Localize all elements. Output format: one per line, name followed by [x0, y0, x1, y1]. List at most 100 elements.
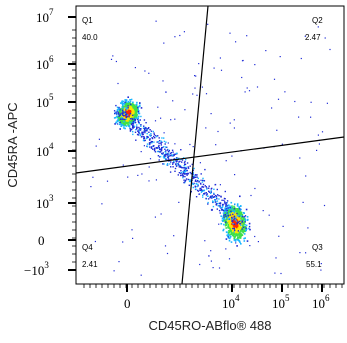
event-dot — [179, 34, 181, 37]
event-dot — [227, 204, 230, 206]
event-dot — [144, 128, 146, 131]
event-dot — [166, 146, 168, 148]
event-dot — [120, 123, 123, 126]
event-dot — [183, 169, 185, 172]
event-dot — [133, 106, 135, 108]
event-dot — [132, 119, 135, 122]
event-dot — [125, 111, 128, 113]
event-dot — [234, 221, 237, 223]
event-dot — [233, 223, 236, 225]
event-dot — [236, 245, 238, 247]
event-dot — [135, 109, 138, 112]
event-dot — [135, 104, 137, 106]
event-dot — [95, 145, 97, 147]
event-dot — [130, 114, 132, 117]
event-dot — [201, 181, 204, 183]
event-dot — [150, 132, 152, 135]
event-dot — [242, 224, 244, 226]
event-dot — [225, 221, 228, 224]
event-dot — [257, 241, 259, 243]
event-dot — [239, 219, 242, 221]
event-dot — [180, 170, 182, 172]
event-dot — [235, 213, 237, 216]
event-dot — [238, 220, 240, 222]
event-dot — [160, 140, 162, 142]
event-dot — [215, 201, 217, 203]
event-dot — [234, 174, 236, 176]
event-dot — [125, 101, 127, 103]
event-dot — [320, 263, 322, 265]
event-dot — [222, 220, 224, 222]
y-tick-label: 105 — [36, 92, 54, 110]
event-dot — [124, 123, 126, 125]
event-dot — [145, 129, 148, 131]
event-dot — [221, 199, 223, 201]
event-dot — [219, 212, 221, 214]
event-dot — [115, 60, 117, 63]
event-dot — [226, 234, 228, 237]
event-dot — [160, 148, 162, 150]
event-dot — [158, 156, 161, 158]
event-dot — [184, 175, 186, 178]
event-dot — [129, 118, 132, 120]
event-dot — [182, 167, 184, 169]
event-dot — [134, 119, 136, 122]
event-dot — [189, 143, 191, 146]
event-dot — [137, 130, 139, 132]
event-dot — [239, 220, 241, 223]
event-dot — [226, 200, 229, 202]
event-dot — [234, 235, 237, 238]
event-dot — [166, 153, 168, 156]
event-dot — [294, 100, 296, 103]
event-dot — [184, 163, 187, 166]
event-dot — [134, 118, 137, 120]
event-dot — [159, 155, 162, 158]
y-tick-label: 104 — [36, 141, 54, 159]
event-dot — [119, 110, 121, 112]
event-dot — [138, 126, 140, 129]
event-dot — [139, 102, 141, 104]
event-dot — [137, 110, 140, 113]
event-dot — [180, 174, 182, 177]
event-dot — [229, 218, 231, 220]
event-dot — [219, 57, 221, 59]
event-dot — [246, 240, 249, 242]
event-dot — [203, 193, 205, 195]
event-dot — [144, 139, 146, 142]
event-dot — [212, 205, 215, 208]
event-dot — [197, 179, 199, 182]
event-dot — [284, 91, 286, 93]
event-dot — [196, 174, 198, 176]
event-dot — [148, 180, 150, 182]
event-dot — [174, 118, 176, 120]
event-dot — [231, 234, 234, 237]
event-dot — [118, 106, 120, 109]
event-dot — [185, 167, 188, 170]
event-dot — [201, 86, 203, 88]
event-dot — [152, 145, 155, 147]
x-tick-label: 105 — [272, 293, 290, 311]
event-dot — [305, 252, 307, 254]
event-dot — [170, 166, 172, 168]
event-dot — [132, 103, 134, 106]
event-dot — [172, 100, 174, 102]
event-dot — [248, 227, 250, 230]
event-dot — [125, 102, 127, 105]
event-dot — [134, 108, 136, 111]
event-dot — [188, 184, 190, 186]
event-dot — [158, 142, 160, 144]
event-dot — [126, 122, 129, 124]
event-dot — [143, 139, 146, 142]
event-dot — [139, 129, 141, 131]
event-dot — [164, 148, 166, 150]
event-dot — [114, 123, 116, 125]
event-dot — [131, 109, 134, 112]
event-dot — [132, 110, 134, 113]
event-dot — [161, 137, 163, 139]
event-dot — [236, 204, 239, 207]
event-dot — [177, 157, 180, 160]
event-dot — [226, 217, 228, 219]
event-dot — [153, 132, 155, 134]
event-dot — [182, 157, 185, 159]
event-dot — [244, 224, 246, 226]
